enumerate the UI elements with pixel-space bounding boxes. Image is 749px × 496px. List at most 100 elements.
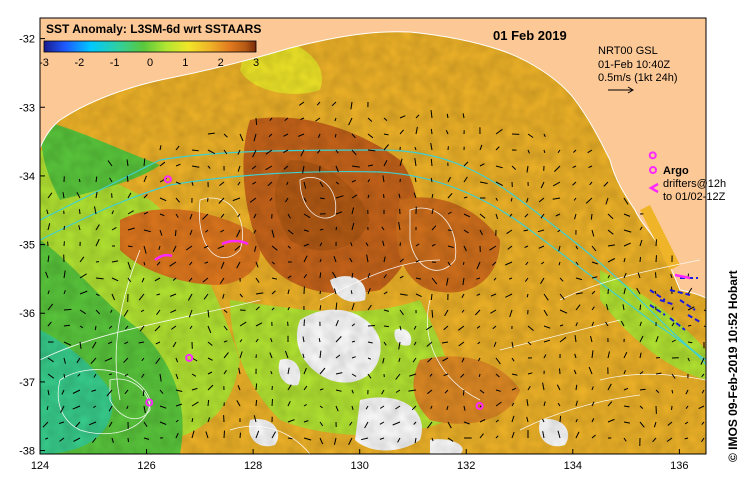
current-vector bbox=[575, 292, 583, 295]
current-vector bbox=[415, 126, 418, 135]
current-vector bbox=[591, 386, 594, 391]
current-vector bbox=[63, 225, 65, 231]
current-vector bbox=[79, 325, 84, 329]
current-vector bbox=[175, 403, 183, 407]
current-vector bbox=[94, 206, 97, 215]
current-vector bbox=[399, 275, 404, 279]
current-vector bbox=[234, 245, 241, 251]
current-vector bbox=[476, 277, 481, 280]
current-vector bbox=[573, 197, 577, 201]
current-vector bbox=[492, 325, 497, 330]
current-vector bbox=[495, 181, 504, 187]
current-vector bbox=[463, 405, 466, 411]
current-vector bbox=[265, 149, 273, 155]
current-vector bbox=[142, 389, 145, 397]
current-vector bbox=[495, 213, 499, 220]
current-vector bbox=[607, 274, 611, 279]
current-vector bbox=[552, 181, 561, 187]
current-vector bbox=[169, 293, 177, 297]
current-vector bbox=[139, 325, 145, 332]
current-vector bbox=[426, 325, 433, 331]
current-vector bbox=[607, 244, 615, 247]
current-vector bbox=[47, 389, 50, 396]
current-vector bbox=[383, 144, 389, 151]
current-vector bbox=[223, 352, 229, 359]
map-title: SST Anomaly: L3SM-6d wrt SSTAARS bbox=[46, 22, 261, 36]
current-vector bbox=[335, 195, 344, 199]
current-vector bbox=[398, 222, 401, 231]
current-vector bbox=[287, 245, 291, 249]
current-vector bbox=[348, 437, 353, 446]
current-vector bbox=[191, 181, 194, 186]
current-vector bbox=[540, 277, 545, 285]
colorbar-tick-label: -1 bbox=[110, 57, 120, 69]
current-vector bbox=[255, 117, 258, 125]
current-vector bbox=[170, 309, 177, 314]
current-vector bbox=[111, 210, 114, 215]
current-vector bbox=[143, 405, 146, 413]
current-vector bbox=[542, 418, 545, 423]
current-vector bbox=[540, 213, 545, 219]
current-vector bbox=[430, 128, 433, 135]
lon-tick-label: 134 bbox=[564, 460, 582, 472]
current-vector bbox=[141, 277, 145, 283]
current-vector bbox=[319, 242, 323, 247]
current-vector bbox=[111, 226, 117, 231]
current-vector bbox=[287, 306, 290, 311]
current-vector bbox=[93, 373, 97, 378]
current-vector bbox=[557, 430, 561, 439]
current-vector bbox=[463, 176, 468, 183]
current-vector bbox=[383, 325, 389, 328]
current-vector bbox=[559, 293, 565, 300]
current-vector bbox=[585, 197, 593, 204]
current-vector bbox=[558, 245, 561, 252]
current-vector bbox=[319, 421, 324, 427]
current-vector bbox=[623, 272, 627, 279]
current-vector bbox=[127, 261, 132, 270]
current-vector bbox=[526, 399, 529, 407]
current-vector bbox=[255, 338, 259, 343]
current-vector bbox=[397, 437, 401, 443]
current-vector bbox=[463, 196, 468, 199]
current-vector bbox=[319, 305, 322, 311]
current-vector bbox=[511, 357, 515, 362]
current-vector bbox=[557, 149, 561, 154]
current-vector bbox=[127, 277, 132, 283]
current-vector bbox=[351, 302, 355, 311]
current-vector bbox=[109, 177, 113, 183]
current-vector bbox=[655, 255, 657, 263]
current-vector bbox=[124, 373, 129, 377]
current-vector bbox=[380, 405, 385, 409]
current-vector bbox=[525, 261, 529, 266]
current-vector bbox=[607, 401, 613, 407]
current-vector bbox=[255, 399, 258, 407]
current-vector bbox=[461, 357, 465, 363]
current-vector bbox=[575, 431, 580, 439]
current-vector bbox=[333, 256, 337, 263]
current-vector bbox=[703, 309, 706, 312]
current-vector bbox=[687, 341, 693, 344]
current-vector bbox=[271, 229, 275, 238]
current-vector bbox=[351, 194, 358, 199]
current-vector bbox=[607, 213, 614, 220]
current-vector bbox=[542, 382, 545, 391]
current-vector bbox=[623, 229, 632, 233]
current-vector bbox=[541, 261, 545, 265]
current-vector bbox=[527, 149, 530, 154]
current-vector bbox=[639, 371, 644, 375]
current-vector bbox=[283, 149, 289, 154]
current-vector bbox=[392, 421, 401, 426]
current-vector bbox=[174, 229, 177, 237]
current-vector bbox=[413, 341, 417, 346]
current-vector bbox=[351, 340, 356, 343]
current-vector bbox=[575, 277, 583, 281]
current-vector bbox=[126, 159, 129, 167]
current-vector bbox=[399, 293, 408, 296]
current-vector bbox=[126, 405, 129, 410]
current-vector bbox=[191, 373, 197, 377]
lat-tick-label: -33 bbox=[19, 102, 35, 114]
current-vector bbox=[351, 179, 357, 183]
current-vector bbox=[443, 325, 449, 331]
current-vector bbox=[510, 197, 513, 202]
current-vector bbox=[367, 194, 370, 199]
